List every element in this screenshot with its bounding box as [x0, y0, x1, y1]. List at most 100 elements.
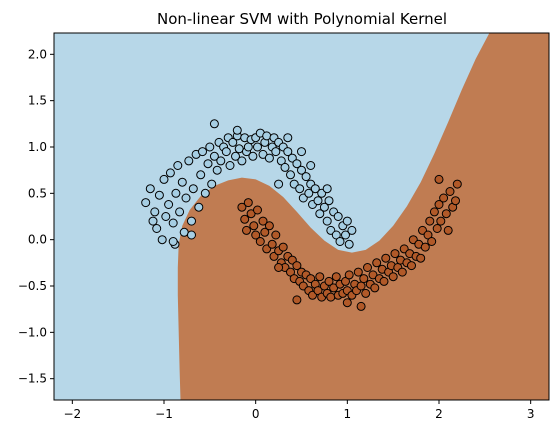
class-1-point: [356, 301, 366, 311]
class-1-point: [432, 224, 442, 233]
class-1-point: [342, 298, 352, 308]
x-tick-label: 1: [344, 407, 352, 421]
class-0-point: [324, 196, 334, 206]
class-1-point: [353, 267, 363, 277]
class-1-point: [429, 207, 439, 217]
class-0-point: [198, 147, 207, 157]
class-0-point: [295, 184, 305, 194]
class-1-point: [451, 196, 460, 206]
class-1-region: [177, 33, 549, 400]
class-0-point: [315, 209, 325, 219]
class-0-point: [179, 227, 189, 237]
class-1-point: [407, 261, 416, 271]
class-0-point: [154, 190, 164, 200]
class-0-point: [304, 188, 314, 198]
class-0-point: [150, 207, 160, 217]
class-0-point: [209, 151, 219, 161]
class-0-point: [297, 165, 306, 175]
y-tick-label: 1.0: [28, 140, 47, 154]
class-1-point: [258, 216, 268, 226]
class-1-point: [242, 225, 251, 235]
class-1-point: [397, 267, 407, 277]
class-0-point: [301, 172, 311, 182]
class-0-point: [161, 212, 171, 221]
y-tick-label: 1.5: [28, 94, 47, 108]
class-0-point: [333, 212, 343, 221]
class-1-point: [264, 221, 274, 231]
class-0-point: [159, 174, 169, 184]
class-0-point: [322, 216, 332, 226]
y-tick-label: 0.5: [28, 186, 47, 200]
class-0-point: [184, 156, 194, 166]
class-0-point: [271, 147, 281, 157]
class-1-point: [324, 276, 334, 286]
class-1-point: [359, 274, 369, 284]
class-0-point: [306, 161, 316, 170]
class-1-point: [372, 258, 382, 268]
class-1-point: [249, 221, 259, 231]
class-1-point: [439, 193, 449, 203]
class-0-point: [171, 188, 181, 198]
class-0-point: [177, 177, 187, 187]
class-0-point: [248, 151, 258, 161]
class-0-point: [262, 131, 272, 141]
class-1-point: [427, 237, 437, 246]
class-0-point: [283, 147, 293, 157]
class-1-point: [379, 276, 389, 286]
class-0-point: [164, 200, 174, 209]
class-0-point: [187, 230, 196, 240]
class-1-point: [434, 174, 444, 184]
x-tick-label: 2: [435, 407, 443, 421]
class-0-point: [342, 216, 352, 226]
class-0-point: [243, 142, 253, 152]
class-0-point: [341, 230, 350, 240]
class-1-point: [326, 292, 336, 302]
class-0-point: [152, 224, 162, 233]
class-0-point: [175, 207, 185, 217]
class-0-point: [322, 184, 332, 194]
scatter-points: [141, 119, 462, 311]
class-0-point: [231, 151, 240, 161]
y-tick-label: −1.0: [18, 325, 47, 339]
class-1-point: [331, 272, 341, 282]
class-1-point: [251, 230, 261, 240]
class-0-point: [274, 179, 284, 189]
y-axis: −1.5 −1.0 −0.5 0.0 0.5 1.0 1.5 2.0: [18, 47, 54, 386]
class-0-point: [253, 142, 262, 152]
class-0-point: [280, 162, 290, 172]
class-0-point: [207, 179, 217, 189]
class-1-point: [274, 263, 284, 272]
class-0-point: [168, 218, 178, 228]
class-0-point: [292, 159, 302, 169]
class-0-point: [310, 184, 320, 194]
class-0-point: [205, 142, 215, 152]
class-1-point: [441, 209, 451, 219]
class-1-point: [292, 295, 302, 305]
class-1-point: [420, 242, 430, 252]
class-1-point: [260, 227, 270, 237]
class-0-point: [168, 237, 178, 246]
class-1-point: [434, 200, 444, 209]
class-0-point: [347, 225, 357, 235]
plot-frame: [53, 32, 550, 401]
class-0-point: [297, 147, 306, 157]
class-0-point: [157, 235, 167, 245]
class-0-point: [264, 153, 274, 163]
class-1-point: [315, 272, 325, 282]
class-0-point: [212, 165, 222, 175]
y-tick-label: 2.0: [28, 47, 47, 61]
class-1-point: [240, 214, 250, 224]
class-1-point: [237, 202, 247, 212]
class-0-point: [283, 133, 293, 143]
class-1-point: [390, 249, 400, 259]
class-0-point: [188, 184, 198, 194]
class-1-point: [356, 281, 366, 291]
chart-title: Non-linear SVM with Polynomial Kernel: [157, 10, 447, 28]
class-1-point: [255, 237, 265, 246]
x-tick-label: 0: [252, 407, 260, 421]
class-1-point: [278, 242, 288, 252]
x-tick-label: −2: [63, 407, 81, 421]
class-1-point: [361, 288, 371, 298]
class-0-point: [173, 161, 183, 170]
